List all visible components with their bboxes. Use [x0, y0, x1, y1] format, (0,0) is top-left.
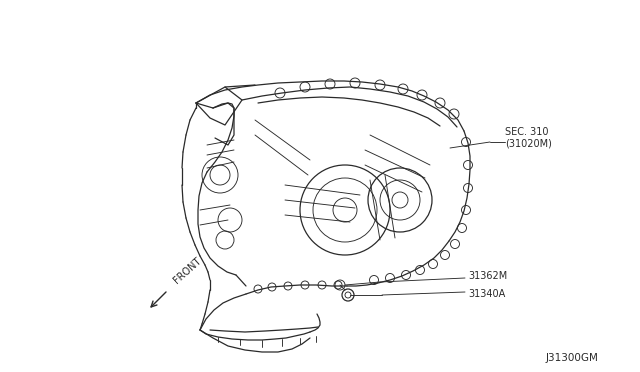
Text: 31340A: 31340A [468, 289, 505, 299]
Text: J31300GM: J31300GM [545, 353, 598, 363]
Text: SEC. 310
(31020M): SEC. 310 (31020M) [505, 127, 552, 149]
Text: 31362M: 31362M [468, 271, 508, 281]
Text: FRONT: FRONT [172, 255, 204, 285]
